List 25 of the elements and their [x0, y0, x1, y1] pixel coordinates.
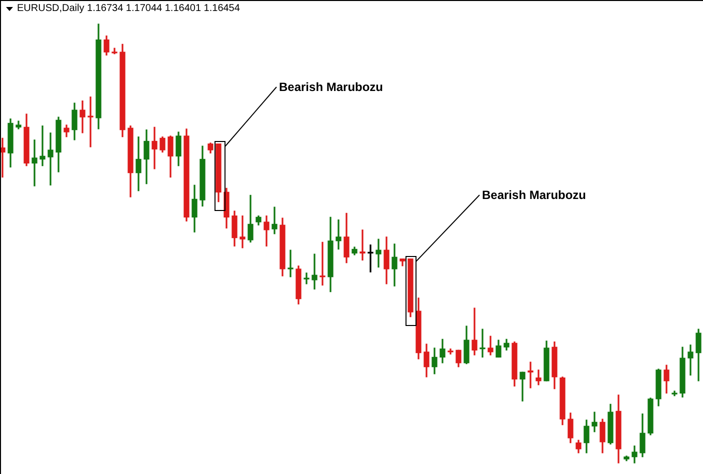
candlestick	[320, 242, 326, 286]
candlestick	[536, 370, 542, 386]
candlestick	[336, 219, 342, 250]
candlestick	[32, 140, 38, 186]
annotation: Bearish Marubozu	[279, 80, 384, 94]
candlestick	[304, 272, 310, 284]
candlestick	[40, 126, 46, 166]
candlestick	[360, 230, 366, 261]
candlestick	[48, 132, 54, 186]
candlestick	[288, 250, 294, 278]
candlestick	[688, 344, 694, 376]
candlestick	[376, 238, 382, 268]
candlestick	[312, 254, 318, 290]
candlestick	[528, 362, 534, 388]
candlestick	[592, 412, 598, 432]
candlestick	[368, 244, 374, 272]
candlestick	[80, 100, 86, 134]
candlestick	[480, 328, 486, 358]
candlestick	[240, 216, 246, 248]
candlestick	[472, 308, 478, 356]
chart-title: EURUSD,Daily 1.16734 1.17044 1.16401 1.16454	[17, 3, 240, 15]
candlestick	[152, 126, 158, 170]
annotation: Bearish Marubozu	[482, 188, 586, 202]
candlestick	[88, 96, 94, 148]
candlestick	[272, 206, 278, 234]
